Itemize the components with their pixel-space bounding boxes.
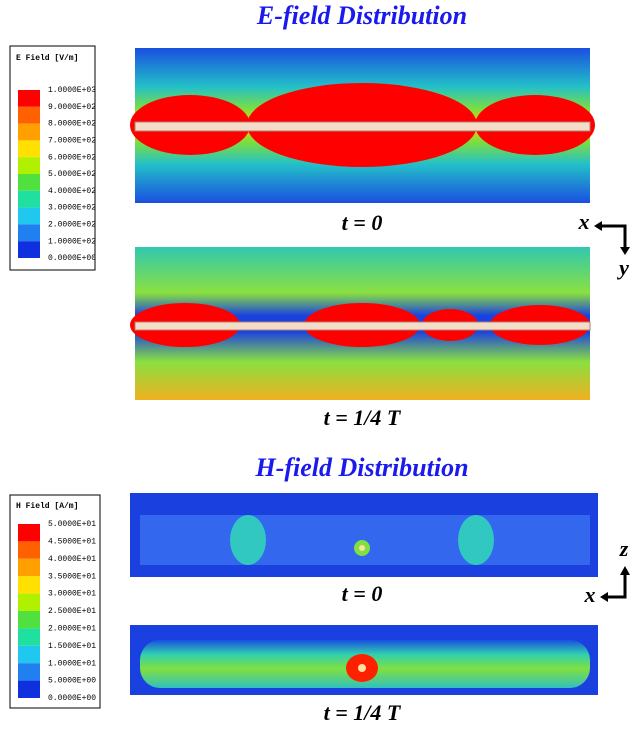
e-title: E-field Distribution bbox=[256, 1, 467, 30]
legend-label: 2.0000E+01 bbox=[48, 625, 96, 634]
axis-label: x bbox=[584, 582, 596, 607]
e-caption-t0: t = 0 bbox=[342, 210, 383, 235]
legend-swatch bbox=[18, 224, 40, 242]
h-axes bbox=[600, 566, 630, 602]
legend-label: 3.0000E+01 bbox=[48, 590, 96, 599]
legend-label: 5.0000E+01 bbox=[48, 520, 96, 529]
legend-swatch bbox=[18, 576, 40, 594]
legend-swatch bbox=[18, 123, 40, 141]
legend-label: 2.5000E+01 bbox=[48, 607, 96, 616]
legend-swatch bbox=[18, 241, 40, 258]
legend-swatch bbox=[18, 558, 40, 577]
h-caption-t0: t = 0 bbox=[342, 581, 383, 606]
legend-swatch bbox=[18, 157, 40, 174]
legend-label: 0.0000E+00 bbox=[48, 694, 96, 703]
legend-swatch bbox=[18, 174, 40, 191]
legend-swatch bbox=[18, 611, 40, 629]
h-legend-title: H Field [A/m] bbox=[16, 502, 78, 511]
legend-label: 1.0000E+02 bbox=[48, 237, 96, 246]
legend-label: 8.0000E+02 bbox=[48, 120, 96, 129]
legend-swatch bbox=[18, 140, 40, 158]
axis-label: z bbox=[619, 536, 629, 561]
legend-label: 4.5000E+01 bbox=[48, 538, 96, 547]
e-legend-title: E Field [V/m] bbox=[16, 54, 78, 63]
legend-label: 5.0000E+00 bbox=[48, 677, 96, 686]
axis-label: x bbox=[578, 209, 590, 234]
legend-label: 7.0000E+02 bbox=[48, 137, 96, 146]
legend-label: 1.5000E+01 bbox=[48, 642, 96, 651]
legend-swatch bbox=[18, 645, 40, 664]
h-title: H-field Distribution bbox=[254, 453, 468, 482]
h-legend: H Field [A/m] 5.0000E+01 4.5000E+01 4.0000… bbox=[9, 494, 101, 709]
legend-swatch bbox=[18, 663, 40, 681]
legend-swatch bbox=[18, 106, 40, 124]
legend-swatch bbox=[18, 190, 40, 208]
h-plot-t1 bbox=[130, 625, 598, 695]
legend-label: 2.0000E+02 bbox=[48, 221, 96, 230]
legend-swatch bbox=[18, 680, 40, 698]
legend-swatch bbox=[18, 207, 40, 225]
h-plot-t0 bbox=[130, 493, 598, 577]
legend-label: 1.0000E+01 bbox=[48, 659, 96, 668]
legend-label: 0.0000E+00 bbox=[48, 254, 96, 263]
legend-label: 4.0000E+02 bbox=[48, 187, 96, 196]
legend-label: 1.0000E+03 bbox=[48, 86, 96, 95]
e-plot-t1 bbox=[130, 247, 591, 400]
h-caption-t1: t = 1/4 T bbox=[324, 700, 402, 725]
e-legend: E Field [V/m] 1.0000E+03 9.0000E+02 8.0000… bbox=[9, 45, 96, 271]
legend-label: 4.0000E+01 bbox=[48, 555, 96, 564]
legend-label: 5.0000E+02 bbox=[48, 170, 96, 179]
e-plot-t0 bbox=[130, 48, 595, 203]
legend-label: 3.5000E+01 bbox=[48, 572, 96, 581]
legend-swatch bbox=[18, 524, 40, 542]
e-caption-t1: t = 1/4 T bbox=[324, 405, 402, 430]
legend-label: 3.0000E+02 bbox=[48, 204, 96, 213]
e-axes bbox=[594, 221, 630, 255]
legend-swatch bbox=[18, 90, 40, 107]
legend-swatch bbox=[18, 628, 40, 646]
axis-label: y bbox=[616, 255, 629, 280]
legend-label: 6.0000E+02 bbox=[48, 153, 96, 162]
legend-swatch bbox=[18, 541, 40, 559]
legend-swatch bbox=[18, 593, 40, 611]
legend-label: 9.0000E+02 bbox=[48, 103, 96, 112]
